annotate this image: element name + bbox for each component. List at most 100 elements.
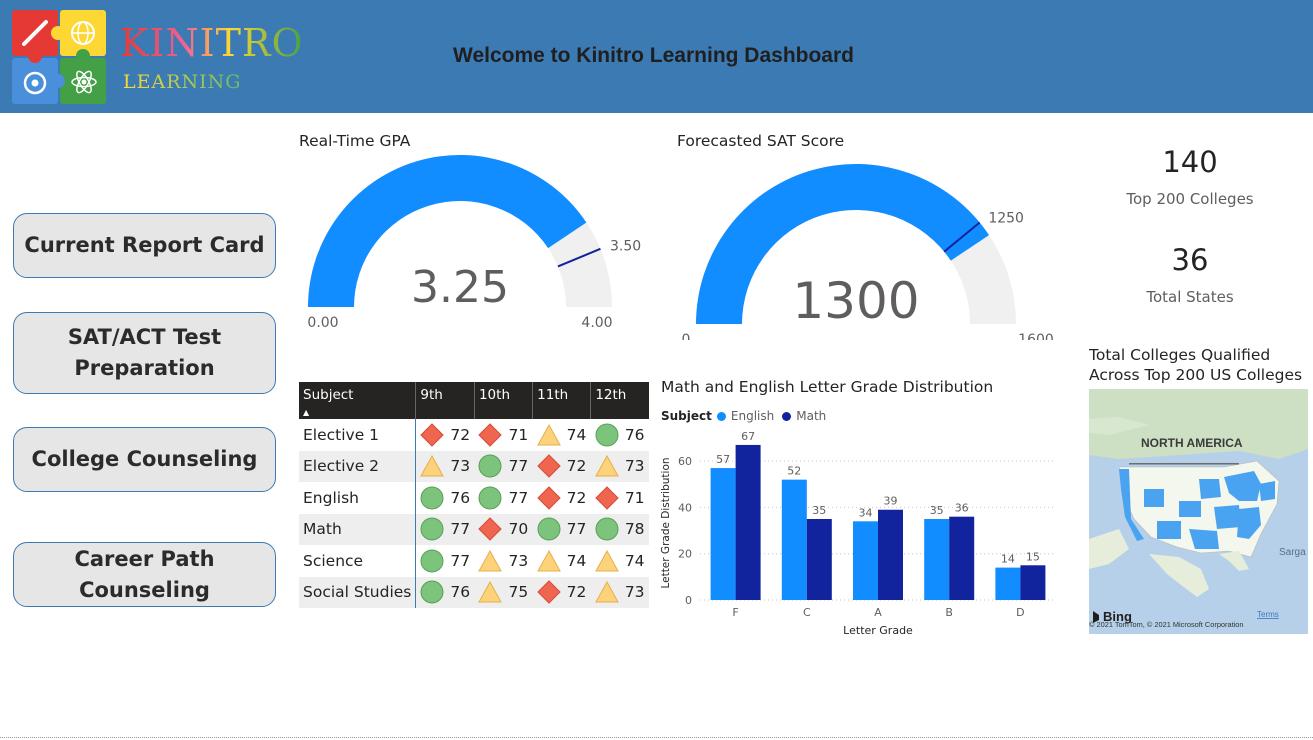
grade-value: 72 bbox=[450, 425, 471, 444]
data-label: 35 bbox=[812, 504, 826, 517]
grade-value: 77 bbox=[566, 520, 587, 539]
grade-value: 74 bbox=[624, 551, 645, 570]
table-row[interactable]: Math 77 70 77 78 bbox=[299, 513, 649, 545]
bar-math-F[interactable] bbox=[735, 444, 761, 600]
grade-value: 73 bbox=[450, 457, 471, 476]
sat-gauge[interactable]: 1250 1300 0 1600 bbox=[670, 150, 1070, 340]
grade-value: 76 bbox=[450, 488, 471, 507]
x-tick-label: D bbox=[1016, 606, 1024, 619]
career-path-counseling-button[interactable]: Career Path Counseling bbox=[13, 542, 276, 607]
y-tick-label: 60 bbox=[678, 455, 692, 468]
table-row[interactable]: English 76 77 72 71 bbox=[299, 482, 649, 514]
logo-wordmark-learning: LEARNING bbox=[123, 71, 240, 93]
map-title-line2: Across Top 200 US Colleges bbox=[1089, 366, 1303, 384]
grade-value: 71 bbox=[508, 425, 529, 444]
grade-value: 72 bbox=[566, 583, 587, 602]
matrix-header-row: Subject ▲ 9th 10th 11th 12th bbox=[299, 382, 649, 419]
letter-grade-bar-chart[interactable]: 0 20 40 60 57 67 F 52 35 C 34 39 A 35 36 B 14 15 D Letter G… bbox=[656, 428, 1076, 640]
table-row[interactable]: Science 77 73 74 74 bbox=[299, 545, 649, 577]
top-colleges-label: Top 200 Colleges bbox=[1126, 190, 1254, 208]
bar-math-C[interactable] bbox=[806, 519, 832, 600]
grade-cell: 78 bbox=[590, 513, 649, 545]
map-partial-label: Sarga bbox=[1279, 547, 1306, 558]
green-circle-icon bbox=[595, 517, 619, 541]
current-report-card-button[interactable]: Current Report Card bbox=[13, 213, 276, 278]
bing-logo: Bing bbox=[1103, 609, 1132, 624]
gpa-gauge-fill bbox=[308, 154, 587, 307]
grade-value: 72 bbox=[566, 488, 587, 507]
data-label: 35 bbox=[930, 504, 944, 517]
table-row[interactable]: Social Studies 76 75 72 73 bbox=[299, 576, 649, 608]
grade-cell: 74 bbox=[533, 545, 591, 577]
grade-value: 74 bbox=[566, 551, 587, 570]
gpa-gauge[interactable]: 3.50 3.25 0.00 4.00 bbox=[290, 150, 650, 340]
bar-english-C[interactable] bbox=[781, 479, 807, 600]
sat-gauge-value: 1300 bbox=[792, 272, 919, 330]
x-axis-title: Letter Grade bbox=[843, 624, 913, 637]
grade-cell: 77 bbox=[474, 450, 533, 482]
logo-word-kinitro: KINITRO bbox=[120, 20, 303, 73]
yellow-triangle-icon bbox=[536, 549, 561, 573]
grade-value: 77 bbox=[508, 488, 529, 507]
bar-english-B[interactable] bbox=[924, 519, 950, 600]
header-subject[interactable]: Subject ▲ bbox=[299, 382, 417, 419]
header-11th[interactable]: 11th bbox=[532, 382, 592, 419]
sort-ascending-icon[interactable]: ▲ bbox=[303, 408, 310, 417]
header-10th[interactable]: 10th bbox=[474, 382, 534, 419]
y-tick-label: 20 bbox=[678, 548, 692, 561]
grade-matrix[interactable]: Subject ▲ 9th 10th 11th 12th Elective 1 7… bbox=[299, 382, 649, 608]
kinitro-logo: KINITRO LEARNING bbox=[10, 8, 303, 108]
bar-english-D[interactable] bbox=[995, 567, 1021, 600]
green-circle-icon bbox=[420, 580, 444, 604]
grade-cell: 71 bbox=[591, 482, 649, 514]
legend-math-label[interactable]: Math bbox=[796, 409, 827, 423]
colleges-map[interactable]: NORTH AMERICA Sarga Bing Terms © 2021 To… bbox=[1089, 389, 1308, 634]
grade-cell: 76 bbox=[591, 419, 649, 451]
grade-value: 76 bbox=[450, 583, 471, 602]
logo-word-learning: LEARNING bbox=[123, 68, 263, 99]
y-tick-label: 0 bbox=[685, 594, 692, 607]
y-axis-title: Letter Grade Distribution bbox=[660, 457, 672, 588]
grade-cell: 73 bbox=[590, 576, 649, 608]
bar-math-A[interactable] bbox=[878, 509, 903, 600]
red-diamond-icon bbox=[536, 580, 561, 604]
table-row[interactable]: Elective 1 72 71 74 76 bbox=[299, 419, 649, 451]
bar-math-B[interactable] bbox=[949, 516, 975, 600]
bar-english-A[interactable] bbox=[853, 521, 878, 600]
grade-cell: 77 bbox=[532, 513, 591, 545]
legend-math-marker bbox=[782, 411, 792, 421]
top-colleges-count: 140 bbox=[1162, 145, 1218, 179]
header-bar: KINITRO LEARNING Welcome to Kinitro Lear… bbox=[0, 0, 1313, 113]
subject-cell: Elective 1 bbox=[299, 419, 417, 451]
yellow-triangle-icon bbox=[594, 454, 619, 478]
bar-english-F[interactable] bbox=[710, 468, 736, 600]
grade-value: 77 bbox=[450, 551, 471, 570]
data-label: 36 bbox=[955, 502, 969, 515]
grade-value: 73 bbox=[508, 551, 529, 570]
green-circle-icon bbox=[478, 454, 502, 478]
gpa-gauge-min-label: 0.00 bbox=[307, 315, 338, 331]
grade-value: 70 bbox=[508, 520, 529, 539]
college-counseling-button[interactable]: College Counseling bbox=[13, 427, 276, 492]
header-9th[interactable]: 9th bbox=[415, 382, 475, 419]
x-tick-label: F bbox=[732, 606, 738, 619]
total-states-count: 36 bbox=[1171, 243, 1209, 277]
table-row[interactable]: Elective 2 73 77 72 73 bbox=[299, 450, 649, 482]
sat-gauge-target-marker bbox=[943, 221, 981, 253]
map-title: Total Colleges Qualified Across Top 200 … bbox=[1089, 345, 1302, 385]
legend-english-label[interactable]: English bbox=[730, 409, 775, 423]
header-12th[interactable]: 12th bbox=[590, 382, 649, 419]
red-diamond-icon bbox=[595, 486, 619, 510]
grade-value: 78 bbox=[624, 520, 645, 539]
green-circle-icon bbox=[420, 486, 444, 510]
grade-value: 71 bbox=[624, 488, 645, 507]
map-terms-link[interactable]: Terms bbox=[1257, 610, 1279, 619]
grade-cell: 72 bbox=[532, 576, 591, 608]
sat-act-test-preparation-button[interactable]: SAT/ACT Test Preparation bbox=[13, 312, 276, 394]
grade-cell: 72 bbox=[532, 450, 591, 482]
grade-cell: 76 bbox=[415, 576, 475, 608]
data-label: 67 bbox=[741, 430, 755, 443]
bar-math-D[interactable] bbox=[1020, 565, 1046, 600]
us-map-graphic: NORTH AMERICA Sarga Bing Terms © 2021 To… bbox=[1089, 389, 1308, 629]
grade-cell: 77 bbox=[416, 545, 475, 577]
